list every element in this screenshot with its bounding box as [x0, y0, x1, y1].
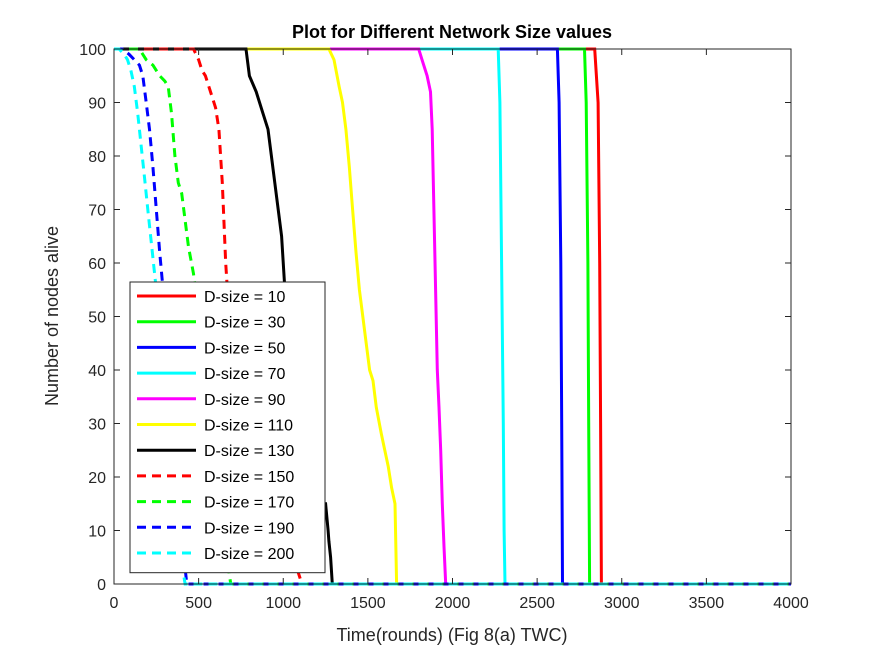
legend-entry-label: D-size = 150 — [204, 469, 294, 486]
chart-title: Plot for Different Network Size values — [292, 22, 612, 42]
legend-entry-label: D-size = 130 — [204, 443, 294, 460]
legend-entry-label: D-size = 90 — [204, 392, 285, 409]
y-tick-label: 70 — [88, 203, 106, 220]
legend-entry-label: D-size = 170 — [204, 495, 294, 512]
x-tick-label: 2000 — [435, 595, 471, 612]
x-tick-label: 0 — [110, 595, 119, 612]
x-tick-label: 2500 — [519, 595, 555, 612]
x-tick-label: 3000 — [604, 595, 640, 612]
x-tick-label: 3500 — [689, 595, 725, 612]
legend-entry-label: D-size = 190 — [204, 520, 294, 537]
x-tick-label: 500 — [185, 595, 212, 612]
legend-entry-label: D-size = 110 — [204, 418, 293, 435]
legend-entry-label: D-size = 10 — [204, 289, 285, 306]
legend-entry-label: D-size = 200 — [204, 546, 294, 563]
x-tick-label: 1500 — [350, 595, 386, 612]
series-line-6 — [114, 47, 791, 586]
y-tick-label: 80 — [88, 149, 106, 166]
y-tick-label: 0 — [97, 577, 106, 594]
y-axis-label: Number of nodes alive — [42, 226, 62, 406]
x-tick-label: 4000 — [773, 595, 809, 612]
legend-entry-label: D-size = 30 — [204, 315, 285, 332]
y-tick-label: 10 — [88, 524, 106, 541]
y-tick-label: 100 — [79, 42, 106, 59]
y-tick-label: 30 — [88, 417, 106, 434]
legend-box — [129, 281, 326, 574]
legend-entry-label: D-size = 70 — [204, 366, 285, 383]
x-tick-label: 1000 — [265, 595, 301, 612]
y-tick-label: 90 — [88, 96, 106, 113]
y-tick-label: 60 — [88, 256, 106, 273]
legend-entry-label: D-size = 50 — [204, 340, 285, 357]
series-line-4 — [114, 47, 791, 586]
y-tick-label: 40 — [88, 363, 106, 380]
x-axis-label: Time(rounds) (Fig 8(a) TWC) — [336, 625, 567, 645]
y-tick-label: 50 — [88, 310, 106, 327]
series-line-5 — [114, 47, 791, 586]
legend: D-size = 10 D-size = 30 D-size = 50 D-size … — [129, 281, 326, 574]
axes-layer: 0 500 1000 1500 2000 2500 3000 3500 4000 0 10 20 30 4… — [79, 42, 809, 612]
y-tick-label: 20 — [88, 470, 106, 487]
